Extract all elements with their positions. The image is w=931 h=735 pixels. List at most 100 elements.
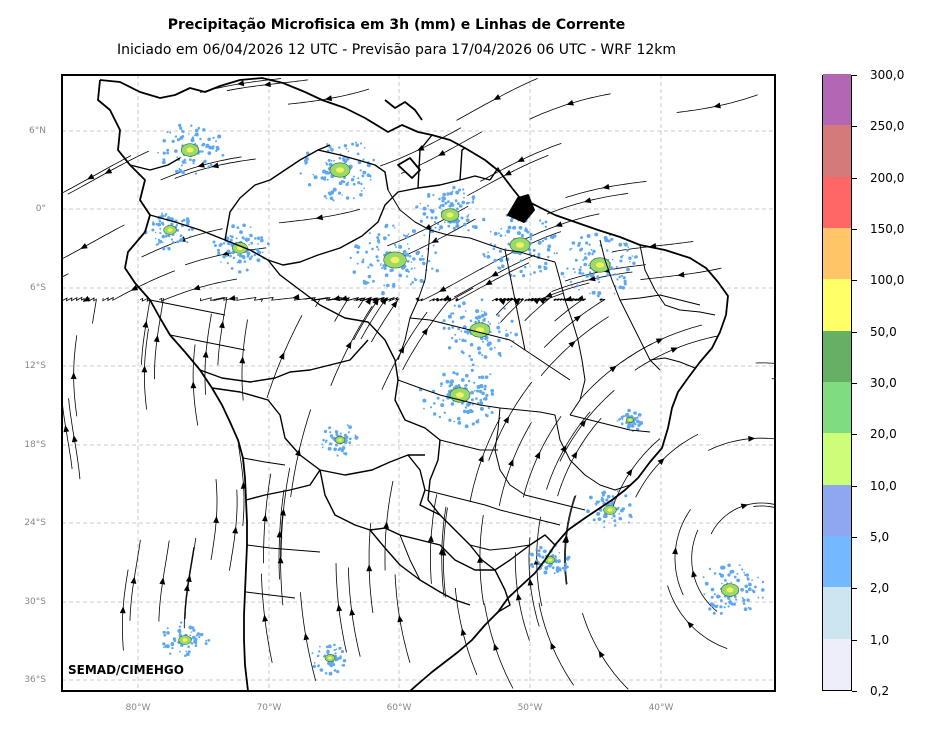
coastline xyxy=(97,77,729,691)
precip-cell xyxy=(161,241,164,244)
precip-cell xyxy=(378,260,380,262)
precip-cell xyxy=(246,254,250,258)
precip-cell xyxy=(154,231,157,234)
precip-cell xyxy=(192,636,195,639)
precip-cell xyxy=(362,158,365,161)
streamline-arrow xyxy=(813,384,819,388)
precip-cell xyxy=(601,499,605,503)
precip-peak xyxy=(338,438,342,442)
precip-cell xyxy=(204,642,208,646)
streamline-arrow xyxy=(792,514,798,519)
precip-cell xyxy=(627,422,632,427)
precip-cell xyxy=(167,247,171,251)
streamline-arrow xyxy=(672,547,678,555)
precip-cell xyxy=(349,256,352,260)
streamline xyxy=(62,296,97,324)
precip-cell xyxy=(757,576,759,579)
precip-cell xyxy=(611,501,615,504)
precip-cell xyxy=(353,175,355,178)
precip-cell xyxy=(611,274,613,277)
precip-cell xyxy=(442,372,446,377)
precip-cell xyxy=(194,128,199,133)
precip-cell xyxy=(466,329,471,334)
streamline xyxy=(582,612,629,690)
precip-cell xyxy=(473,389,476,392)
precip-cell xyxy=(566,267,569,270)
precip-cell xyxy=(462,351,465,355)
precip-cell xyxy=(299,172,302,175)
precip-cell xyxy=(447,326,451,330)
precip-cell xyxy=(246,237,250,241)
precip-cell xyxy=(429,406,433,409)
precip-cell xyxy=(531,565,534,569)
precip-cell xyxy=(447,221,450,224)
precip-cell xyxy=(537,561,540,564)
precip-cell xyxy=(569,280,573,283)
precip-cell xyxy=(343,144,348,148)
precip-cell xyxy=(328,162,333,167)
precip-cell xyxy=(588,271,592,274)
streamline-arrow xyxy=(197,161,205,168)
precip-cell xyxy=(470,358,474,362)
precip-cell xyxy=(742,602,746,605)
precip-cell xyxy=(574,258,578,262)
precip-cell xyxy=(332,187,337,192)
precip-cell xyxy=(744,584,748,589)
precip-cell xyxy=(463,196,465,199)
lat-tick: 24°S xyxy=(24,518,46,528)
precip-cell xyxy=(237,254,239,256)
precip-cell xyxy=(199,137,202,141)
colorbar-segment xyxy=(823,535,851,588)
precip-cell xyxy=(489,373,492,376)
precip-cell xyxy=(471,422,475,426)
lat-tick: 36°S xyxy=(24,675,46,685)
streamline xyxy=(141,228,223,258)
precip-cell xyxy=(469,342,474,347)
precip-cell xyxy=(596,275,599,278)
map-frame xyxy=(61,74,776,692)
precip-cell xyxy=(594,232,599,237)
precip-cell xyxy=(239,230,243,235)
precip-cell xyxy=(338,156,342,160)
colorbar-tick xyxy=(852,75,857,76)
precip-cell xyxy=(592,518,596,522)
precip-cell xyxy=(352,270,357,274)
precip-cell xyxy=(589,292,591,295)
precip-cell xyxy=(354,434,357,437)
precip-cell xyxy=(487,251,489,254)
streamline-arrow xyxy=(598,650,605,658)
precip-cell xyxy=(173,639,177,642)
precip-cell xyxy=(337,448,341,452)
precip-cell xyxy=(719,611,723,615)
precip-cell xyxy=(606,494,611,499)
precip-cell xyxy=(620,508,624,513)
streamline xyxy=(753,505,775,509)
precip-cell xyxy=(442,399,445,402)
precip-cell xyxy=(186,241,189,244)
precip-cell xyxy=(241,254,245,259)
precip-cell xyxy=(553,252,556,255)
precip-cell xyxy=(386,283,390,288)
precip-cell xyxy=(458,338,461,341)
precip-cell xyxy=(451,190,454,193)
precip-cell xyxy=(537,240,542,245)
precip-cell xyxy=(412,257,416,261)
colorbar-tick xyxy=(852,126,857,128)
precip-cell xyxy=(222,255,226,259)
precip-cell xyxy=(166,131,169,134)
streamline-arrow xyxy=(141,365,148,373)
precip-cell xyxy=(500,256,504,260)
precip-cell xyxy=(312,664,316,669)
precip-cell xyxy=(610,237,614,241)
precip-cell xyxy=(719,605,723,609)
precip-cell xyxy=(743,571,746,574)
precip-cell xyxy=(551,566,555,570)
precip-cell xyxy=(477,418,480,421)
precip-cell xyxy=(529,238,533,241)
precip-cell xyxy=(448,418,452,422)
precip-cell xyxy=(483,387,487,391)
precip-cell xyxy=(558,552,561,554)
streamline xyxy=(484,603,514,689)
precip-cell xyxy=(437,223,440,226)
precip-cell xyxy=(621,286,625,290)
